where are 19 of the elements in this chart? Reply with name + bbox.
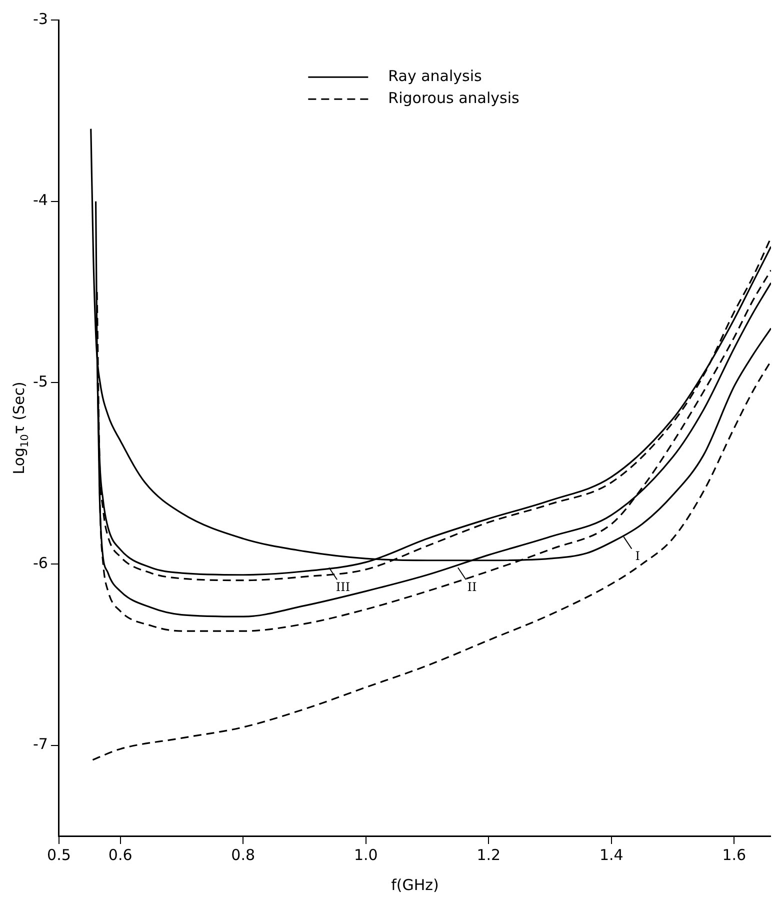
x-tick-label: 0.8 [231,846,256,864]
x-tick-label: 1.6 [722,846,746,864]
annotation: II [467,580,477,594]
annotation: III [336,580,350,594]
x-tick-label: 1.2 [476,846,501,864]
legend-label: Rigorous analysis [388,89,520,108]
x-tick-label: 1.4 [599,846,624,864]
annotation: I [635,548,640,563]
x-axis-title: f(GHz) [391,876,439,894]
y-tick-label: -4 [32,191,48,210]
y-tick-label: -6 [32,554,48,572]
legend-label: Ray analysis [388,67,482,86]
y-tick-label: -3 [32,10,48,28]
y-axis-title: Log10τ (Sec) [10,382,31,474]
x-tick-label: 0.6 [108,846,132,864]
y-tick-label: -5 [32,372,48,391]
y-tick-label: -7 [32,735,48,754]
x-tick-label: 0.5 [47,846,71,864]
x-tick-label: 1.0 [354,846,378,864]
